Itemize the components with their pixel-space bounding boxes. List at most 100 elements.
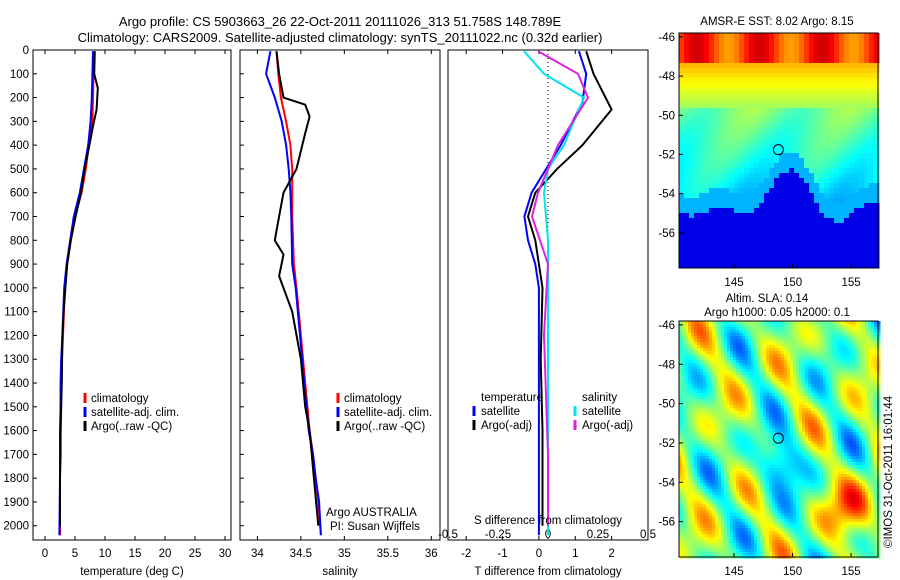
heatmap-cell	[709, 108, 715, 114]
heatmap-cell	[742, 351, 746, 355]
heatmap-cell	[859, 393, 863, 397]
heatmap-cell	[779, 243, 785, 249]
heatmap-cell	[824, 88, 830, 94]
heatmap-cell	[835, 345, 839, 349]
heatmap-cell	[718, 393, 722, 397]
heatmap-cell	[814, 153, 820, 159]
heatmap-cell	[769, 339, 773, 343]
heatmap-cell	[719, 88, 725, 94]
heatmap-cell	[838, 330, 842, 334]
heatmap-cell	[757, 432, 761, 436]
legend-header: temperature	[481, 392, 543, 404]
heatmap-cell	[718, 375, 722, 379]
heatmap-cell	[809, 33, 815, 39]
heatmap-cell	[809, 213, 815, 219]
heatmap-cell	[709, 381, 713, 385]
heatmap-cell	[779, 118, 785, 124]
heatmap-cell	[679, 68, 685, 74]
heatmap-cell	[709, 73, 715, 79]
heatmap-cell	[682, 429, 686, 433]
heatmap-cell	[835, 411, 839, 415]
heatmap-cell	[736, 393, 740, 397]
heatmap-cell	[844, 390, 848, 394]
heatmap-cell	[775, 390, 779, 394]
heatmap-cell	[685, 375, 689, 379]
heatmap-cell	[787, 429, 791, 433]
heatmap-cell	[864, 118, 870, 124]
heatmap-cell	[694, 360, 698, 364]
heatmap-cell	[749, 73, 755, 79]
heatmap-cell	[793, 375, 797, 379]
heatmap-cell	[769, 158, 775, 164]
heatmap-cell	[839, 188, 845, 194]
heatmap-cell	[769, 53, 775, 59]
heatmap-cell	[789, 43, 795, 49]
heatmap-cell	[808, 378, 812, 382]
heatmap-cell	[729, 98, 735, 104]
heatmap-cell	[871, 327, 875, 331]
heatmap-cell	[778, 366, 782, 370]
heatmap-cell	[742, 357, 746, 361]
heatmap-cell	[838, 438, 842, 442]
heatmap-cell	[829, 103, 835, 109]
heatmap-cell	[709, 399, 713, 403]
heatmap-cell	[865, 378, 869, 382]
heatmap-cell	[793, 363, 797, 367]
heatmap-cell	[688, 327, 692, 331]
heatmap-cell	[694, 408, 698, 412]
heatmap-cell	[679, 348, 683, 352]
heatmap-cell	[781, 372, 785, 376]
heatmap-cell	[862, 348, 866, 352]
heatmap-cell	[834, 188, 840, 194]
heatmap-cell	[829, 402, 833, 406]
heatmap-cell	[757, 387, 761, 391]
heatmap-cell	[804, 108, 810, 114]
heatmap-cell	[729, 228, 735, 234]
heatmap-cell	[799, 333, 803, 337]
heatmap-cell	[764, 128, 770, 134]
heatmap-cell	[724, 366, 728, 370]
heatmap-cell	[814, 444, 818, 448]
heatmap-cell	[772, 327, 776, 331]
heatmap-cell	[754, 53, 760, 59]
map-y-tick-label: -50	[658, 110, 675, 122]
heatmap-cell	[730, 408, 734, 412]
heatmap-cell	[703, 429, 707, 433]
heatmap-cell	[760, 333, 764, 337]
heatmap-cell	[745, 327, 749, 331]
heatmap-cell	[754, 118, 760, 124]
heatmap-cell	[799, 168, 805, 174]
heatmap-cell	[796, 321, 800, 325]
heatmap-cell	[814, 168, 820, 174]
heatmap-cell	[859, 93, 865, 99]
heatmap-cell	[699, 108, 705, 114]
heatmap-cell	[733, 393, 737, 397]
heatmap-cell	[764, 188, 770, 194]
heatmap-cell	[744, 173, 750, 179]
heatmap-cell	[865, 351, 869, 355]
heatmap-cell	[850, 390, 854, 394]
heatmap-cell	[689, 198, 695, 204]
heatmap-cell	[859, 223, 865, 229]
heatmap-cell	[859, 118, 865, 124]
heatmap-cell	[808, 414, 812, 418]
heatmap-cell	[724, 248, 730, 254]
heatmap-cell	[727, 444, 731, 448]
heatmap-cell	[859, 253, 865, 259]
heatmap-cell	[766, 360, 770, 364]
heatmap-cell	[856, 411, 860, 415]
heatmap-cell	[838, 420, 842, 424]
heatmap-cell	[794, 113, 800, 119]
heatmap-cell	[739, 158, 745, 164]
heatmap-cell	[689, 63, 695, 69]
heatmap-cell	[703, 447, 707, 451]
heatmap-cell	[805, 336, 809, 340]
heatmap-cell	[838, 336, 842, 340]
heatmap-cell	[853, 366, 857, 370]
heatmap-cell	[814, 441, 818, 445]
legend-label: satellite	[582, 406, 621, 418]
heatmap-cell	[688, 354, 692, 358]
heatmap-cell	[802, 447, 806, 451]
heatmap-cell	[824, 173, 830, 179]
heatmap-cell	[694, 393, 698, 397]
